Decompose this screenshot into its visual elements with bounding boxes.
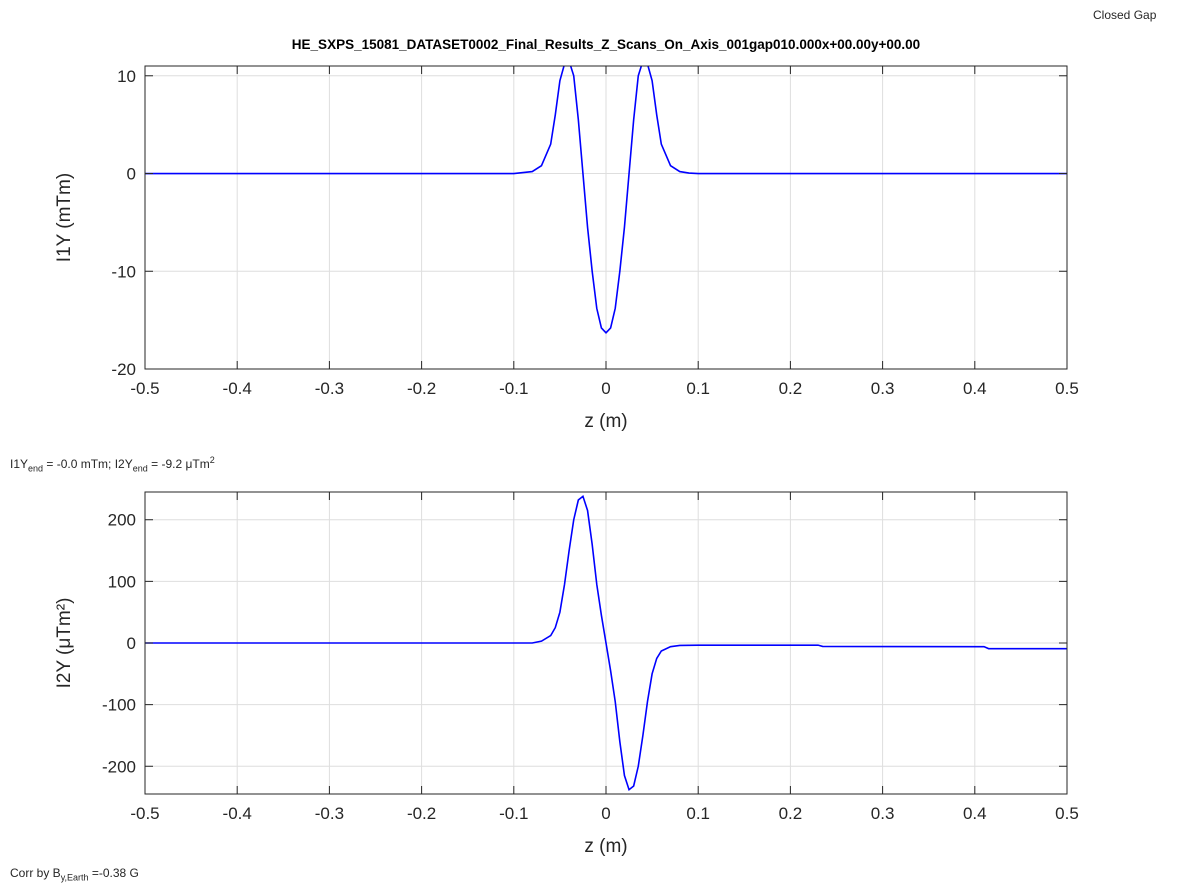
end-note-part2: = -0.0 mTm; I2Y	[43, 457, 133, 471]
end-note-sub2: end	[132, 463, 148, 474]
x-tick-label: 0.1	[686, 379, 710, 398]
x-axis-label: z (m)	[584, 836, 627, 857]
y-tick-label: 0	[127, 634, 136, 653]
x-tick-label: 0.1	[686, 804, 710, 823]
end-note-part1: I1Y	[10, 457, 29, 471]
y-tick-label: 100	[108, 572, 136, 591]
x-tick-label: -0.4	[223, 379, 252, 398]
y-axis-label: I1Y (mTm)	[54, 173, 75, 262]
corner-label: Closed Gap	[1093, 8, 1157, 22]
x-tick-label: 0.4	[963, 804, 987, 823]
x-tick-label: -0.5	[130, 379, 159, 398]
end-note-part3: = -9.2 μTm	[147, 457, 210, 471]
corr-note-part1: Corr by B	[10, 866, 61, 880]
x-tick-label: -0.1	[499, 804, 528, 823]
x-tick-label: 0.5	[1055, 379, 1079, 398]
y-tick-label: -200	[102, 757, 136, 776]
corr-note-part2: =-0.38 G	[88, 866, 139, 880]
series-line	[145, 66, 1067, 335]
end-integrals-note: I1Yend = -0.0 mTm; I2Yend = -9.2 μTm2	[10, 455, 215, 473]
series-line	[145, 494, 1067, 792]
y-tick-label: 10	[117, 67, 136, 86]
bottom-axes: -0.5 -0.4 -0.3 -0.2 -0.1 0 0.1 0.2 0.3 0.4 0.5 -200…	[54, 491, 1079, 857]
x-tick-label: 0.5	[1055, 804, 1079, 823]
x-tick-label: 0	[601, 804, 610, 823]
y-tick-label: -10	[111, 262, 136, 281]
x-tick-label: 0	[601, 379, 610, 398]
x-tick-label: -0.2	[407, 804, 436, 823]
x-tick-label: 0.2	[779, 804, 803, 823]
top-axes: -0.5 -0.4 -0.3 -0.2 -0.1 0 0.1 0.2 0.3 0.4 0.5 -20 -…	[54, 37, 1079, 432]
y-tick-label: -20	[111, 360, 136, 379]
x-tick-label: -0.4	[223, 804, 252, 823]
x-tick-label: -0.3	[315, 379, 344, 398]
end-note-sup: 2	[209, 455, 215, 465]
end-note-sub1: end	[28, 463, 44, 474]
x-tick-label: 0.3	[871, 804, 895, 823]
y-tick-label: 200	[108, 511, 136, 530]
x-axis-label: z (m)	[584, 411, 627, 432]
x-tick-label: -0.3	[315, 804, 344, 823]
y-tick-label: 0	[127, 165, 136, 184]
y-tick-label: -100	[102, 696, 136, 715]
earth-field-correction-note: Corr by By,Earth =-0.38 G	[10, 866, 139, 882]
x-tick-label: 0.3	[871, 379, 895, 398]
x-tick-label: 0.4	[963, 379, 987, 398]
x-tick-label: -0.5	[130, 804, 159, 823]
x-tick-label: 0.2	[779, 379, 803, 398]
y-axis-label: I2Y (μTm²)	[54, 598, 75, 689]
chart-title: HE_SXPS_15081_DATASET0002_Final_Results_…	[292, 37, 920, 52]
x-tick-label: -0.1	[499, 379, 528, 398]
x-tick-label: -0.2	[407, 379, 436, 398]
corr-note-sub: y,Earth	[60, 872, 89, 883]
